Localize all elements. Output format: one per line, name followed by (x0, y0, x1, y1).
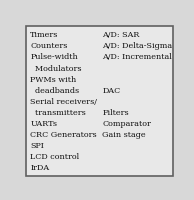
Text: LCD control: LCD control (30, 153, 79, 161)
FancyBboxPatch shape (26, 26, 173, 176)
Text: deadbands: deadbands (30, 87, 79, 95)
Text: A/D: SAR: A/D: SAR (102, 31, 140, 39)
Text: Timers: Timers (30, 31, 59, 39)
Text: Gain stage: Gain stage (102, 131, 146, 139)
Text: A/D: Delta-Sigma: A/D: Delta-Sigma (102, 42, 172, 50)
Text: CRC Generators: CRC Generators (30, 131, 97, 139)
Text: UARTs: UARTs (30, 120, 57, 128)
Text: Modulators: Modulators (30, 65, 82, 73)
Text: Filters: Filters (102, 109, 129, 117)
Text: Pulse-width: Pulse-width (30, 53, 78, 61)
Text: SPI: SPI (30, 142, 44, 150)
Text: IrDA: IrDA (30, 164, 49, 172)
Text: transmitters: transmitters (30, 109, 86, 117)
Text: Counters: Counters (30, 42, 68, 50)
Text: DAC: DAC (102, 87, 121, 95)
Text: Comparator: Comparator (102, 120, 151, 128)
Text: PWMs with: PWMs with (30, 76, 76, 84)
Text: Serial receivers/: Serial receivers/ (30, 98, 97, 106)
Text: A/D: Incremental: A/D: Incremental (102, 53, 172, 61)
